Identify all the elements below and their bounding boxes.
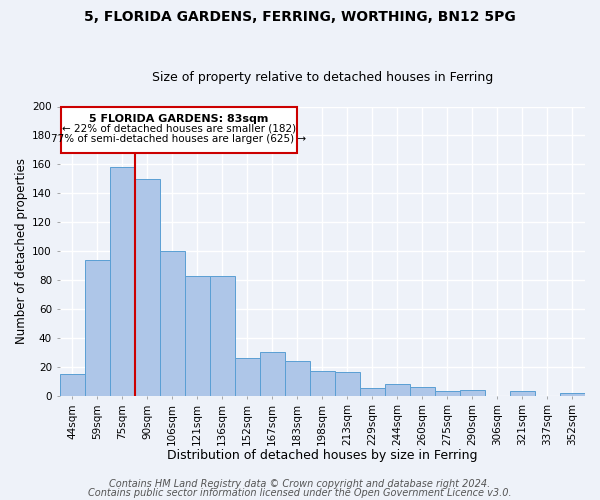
Bar bbox=[185, 276, 209, 396]
Y-axis label: Number of detached properties: Number of detached properties bbox=[15, 158, 28, 344]
Bar bbox=[410, 387, 435, 396]
Text: ← 22% of detached houses are smaller (182): ← 22% of detached houses are smaller (18… bbox=[62, 124, 296, 134]
Bar bbox=[435, 391, 460, 396]
Bar bbox=[460, 390, 485, 396]
Bar bbox=[260, 352, 285, 396]
Bar bbox=[134, 179, 160, 396]
Text: 5 FLORIDA GARDENS: 83sqm: 5 FLORIDA GARDENS: 83sqm bbox=[89, 114, 269, 124]
Bar bbox=[560, 392, 585, 396]
Bar bbox=[310, 371, 335, 396]
Text: 77% of semi-detached houses are larger (625) →: 77% of semi-detached houses are larger (… bbox=[52, 134, 307, 144]
Bar bbox=[510, 391, 535, 396]
Bar bbox=[160, 251, 185, 396]
Bar bbox=[385, 384, 410, 396]
Bar bbox=[285, 361, 310, 396]
Bar bbox=[235, 358, 260, 396]
Text: 5, FLORIDA GARDENS, FERRING, WORTHING, BN12 5PG: 5, FLORIDA GARDENS, FERRING, WORTHING, B… bbox=[84, 10, 516, 24]
X-axis label: Distribution of detached houses by size in Ferring: Distribution of detached houses by size … bbox=[167, 450, 478, 462]
Bar bbox=[85, 260, 110, 396]
Text: Contains HM Land Registry data © Crown copyright and database right 2024.: Contains HM Land Registry data © Crown c… bbox=[109, 479, 491, 489]
FancyBboxPatch shape bbox=[61, 106, 297, 153]
Title: Size of property relative to detached houses in Ferring: Size of property relative to detached ho… bbox=[152, 72, 493, 85]
Bar bbox=[209, 276, 235, 396]
Bar bbox=[110, 167, 134, 396]
Bar bbox=[360, 388, 385, 396]
Bar bbox=[335, 372, 360, 396]
Bar bbox=[59, 374, 85, 396]
Text: Contains public sector information licensed under the Open Government Licence v3: Contains public sector information licen… bbox=[88, 488, 512, 498]
